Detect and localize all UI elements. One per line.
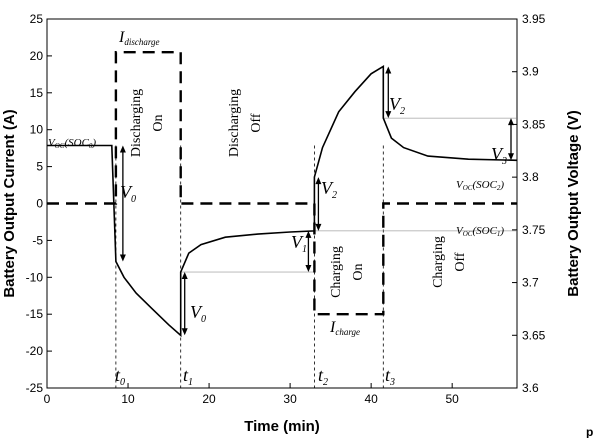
v2-label-rest: V2 <box>389 94 405 117</box>
right-tick-label: 3.9 <box>522 65 539 79</box>
right-tick-label: 3.95 <box>522 12 546 26</box>
left-tick-label: 25 <box>30 12 44 26</box>
left-tick-label: 5 <box>36 160 43 174</box>
x-tick-label: 10 <box>121 392 135 406</box>
x-tick-label: 0 <box>44 392 51 406</box>
i-charge-label: Icharge <box>329 319 360 337</box>
v3-arrow-head-top <box>508 118 514 126</box>
v2-arrow-rest-head-top <box>385 66 392 74</box>
charging-on-line1: Charging <box>329 246 344 298</box>
t2-label: t2 <box>318 365 328 388</box>
charging-on-line2: On <box>351 263 366 280</box>
right-tick-label: 3.7 <box>522 276 539 290</box>
annotations: VOC(SOC0) Idischarge Discharging On Disc… <box>48 29 593 438</box>
x-tick-label: 50 <box>445 392 459 406</box>
v2-arrow-charge-head-top <box>315 177 322 185</box>
right-tick-label: 3.65 <box>522 328 546 342</box>
right-tick-label: 3.6 <box>522 381 539 395</box>
current-series-line <box>47 51 517 316</box>
v0-arrow-rest-head-bottom <box>181 328 188 336</box>
right-tick-label: 3.85 <box>522 117 546 131</box>
discharging-on-line2: On <box>151 114 166 131</box>
right-tick-label: 3.8 <box>522 170 539 184</box>
left-tick-label: 10 <box>30 123 44 137</box>
v2-arrow-charge-head-bottom <box>315 223 322 231</box>
v0-arrow-rest-head-top <box>181 272 188 280</box>
voc-soc2-label: VOC(SOC2) <box>456 179 504 192</box>
left-tick-label: -25 <box>26 381 44 395</box>
x-axis-ticks: 0 10 20 30 40 50 <box>44 383 459 406</box>
discharging-off-line1: Discharging <box>227 89 242 157</box>
delta-arrows <box>119 66 514 336</box>
v0-arrow-discharge-head-top <box>119 145 126 153</box>
v3-arrow-head-bottom <box>508 153 514 161</box>
x-tick-label: 30 <box>283 392 297 406</box>
v2-label-charge: V2 <box>321 178 337 201</box>
v2-arrow-rest-head-bottom <box>385 111 392 119</box>
right-axis-ticks: 3.6 3.65 3.7 3.75 3.8 3.85 3.9 3.95 <box>512 12 546 395</box>
discharging-on-line1: Discharging <box>129 89 144 157</box>
voc-soc1-label: VOC(SOC1) <box>456 225 504 238</box>
left-tick-label: -5 <box>32 233 43 247</box>
v0-label-discharge: V0 <box>120 182 136 205</box>
voltage-series-line <box>47 64 518 338</box>
left-tick-label: -20 <box>26 344 44 358</box>
t0-label: t0 <box>115 365 125 388</box>
charging-off-line1: Charging <box>431 236 446 288</box>
right-tick-label: 3.75 <box>522 223 546 237</box>
left-tick-label: 15 <box>30 86 44 100</box>
v1-label: V1 <box>291 232 307 255</box>
t3-label: t3 <box>385 365 395 388</box>
i-discharge-label: Idischarge <box>118 29 160 47</box>
left-tick-label: -15 <box>26 307 44 321</box>
corner-letter: p <box>586 425 593 438</box>
right-axis-title: Battery Output Voltage (V) <box>565 110 582 296</box>
left-tick-label: 0 <box>36 197 43 211</box>
x-tick-label: 40 <box>364 392 378 406</box>
v0-label-rest: V0 <box>190 302 206 325</box>
x-tick-label: 20 <box>202 392 216 406</box>
v1-arrow-head-top <box>305 230 312 238</box>
x-axis-title: Time (min) <box>244 418 320 435</box>
left-axis-title: Battery Output Current (A) <box>1 109 18 297</box>
t1-label: t1 <box>183 365 193 388</box>
charging-off-line2: Off <box>453 252 468 272</box>
v1-arrow-head-bottom <box>305 265 312 273</box>
left-axis-ticks: -25 -20 -15 -10 -5 0 5 10 15 20 25 <box>26 12 52 395</box>
v0-arrow-discharge-head-bottom <box>119 254 126 262</box>
discharging-off-line2: Off <box>249 113 264 133</box>
v3-label: V3 <box>491 144 507 167</box>
voc-soc0-label: VOC(SOC0) <box>48 137 96 150</box>
left-tick-label: 20 <box>30 49 44 63</box>
left-tick-label: -10 <box>26 270 44 284</box>
